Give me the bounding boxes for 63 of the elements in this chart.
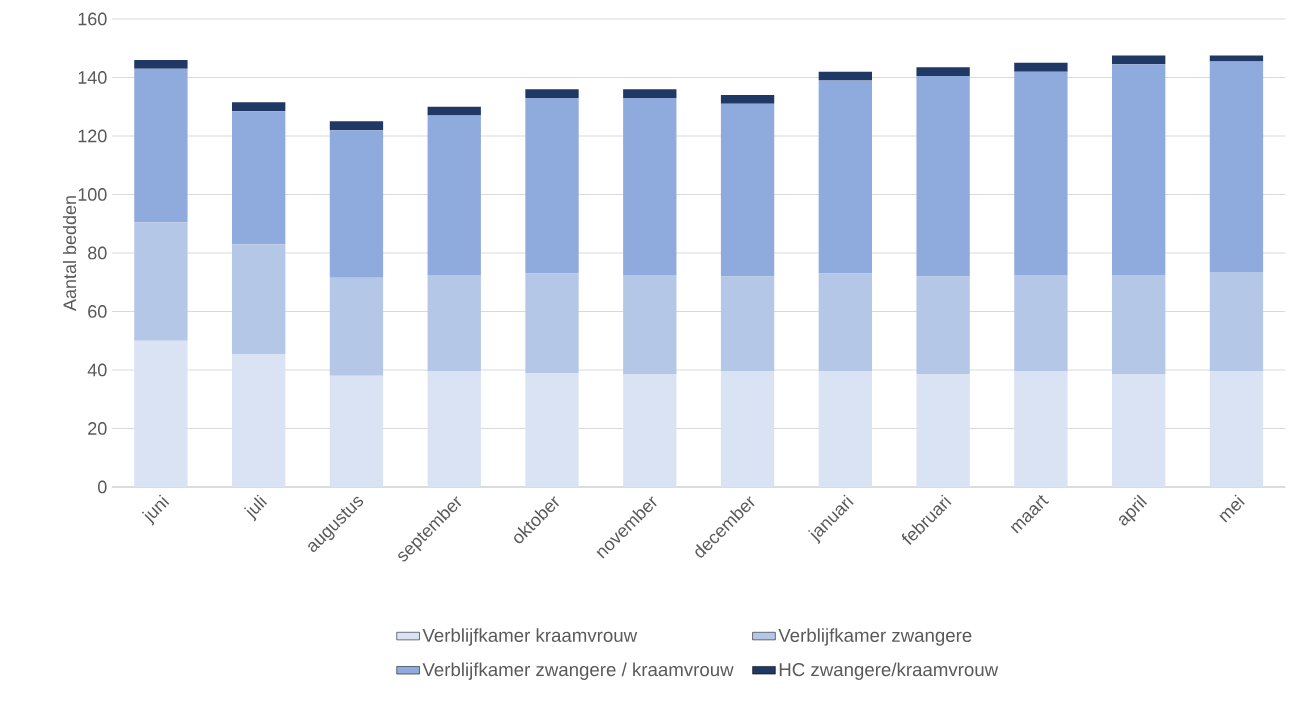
bar — [525, 372, 579, 487]
y-tick-label: 140 — [78, 71, 107, 84]
bar — [1014, 371, 1068, 487]
bar — [134, 340, 188, 487]
legend-label: Verblijfkamer zwangere / kraamvrouw — [422, 662, 734, 680]
bar — [134, 59, 188, 69]
bar — [623, 374, 677, 487]
bar — [525, 89, 579, 98]
y-tick-label: 0 — [98, 480, 107, 494]
bar — [916, 374, 970, 487]
bar — [427, 115, 481, 275]
bar — [329, 121, 384, 131]
bar — [525, 273, 579, 373]
bar — [1014, 62, 1068, 72]
bar — [720, 103, 775, 277]
bar — [232, 244, 286, 354]
x-tick-label: mei — [1219, 494, 1245, 523]
bar — [134, 222, 188, 341]
bar — [916, 76, 970, 277]
bar — [916, 276, 970, 375]
bar — [232, 102, 286, 112]
y-tick-label: 60 — [88, 305, 107, 318]
y-tick-label: 40 — [87, 363, 107, 377]
bar — [1014, 71, 1068, 275]
bar — [329, 277, 384, 376]
bar — [720, 276, 775, 372]
bar — [1209, 371, 1264, 487]
bar — [525, 97, 579, 274]
bar — [818, 273, 873, 372]
y-tick-label: 100 — [78, 188, 107, 201]
y-tick-label: 20 — [88, 422, 107, 435]
bar — [1209, 272, 1264, 372]
bar — [623, 274, 677, 375]
bar — [1112, 64, 1166, 275]
legend-label: Verblijfkamer zwangere — [778, 628, 972, 646]
bar — [427, 371, 481, 487]
bar — [427, 106, 481, 116]
legend-label: Verblijfkamer kraamvrouw — [422, 628, 638, 646]
y-tick-label: 160 — [78, 12, 107, 26]
bar — [329, 130, 384, 278]
bar — [916, 67, 970, 77]
legend-label: HC zwangere/kraamvrouw — [779, 662, 999, 680]
bar — [818, 80, 873, 274]
bar — [818, 71, 873, 81]
bar — [329, 375, 384, 487]
x-tick-label: juli — [243, 494, 268, 522]
bar — [232, 353, 286, 487]
bar — [720, 371, 775, 487]
bar — [623, 89, 677, 98]
bar — [232, 111, 286, 245]
bar — [720, 95, 775, 104]
bar — [1112, 274, 1166, 375]
bar — [623, 97, 677, 275]
bar — [1112, 374, 1166, 487]
y-tick-label: 80 — [88, 246, 107, 260]
bar — [1209, 61, 1264, 272]
bar — [1112, 55, 1166, 65]
bar — [134, 68, 188, 223]
bar — [1014, 274, 1068, 372]
bar — [427, 274, 481, 372]
bar — [818, 371, 873, 487]
y-axis-title: Aantal bedden — [62, 196, 77, 311]
y-tick-label: 120 — [78, 129, 107, 143]
